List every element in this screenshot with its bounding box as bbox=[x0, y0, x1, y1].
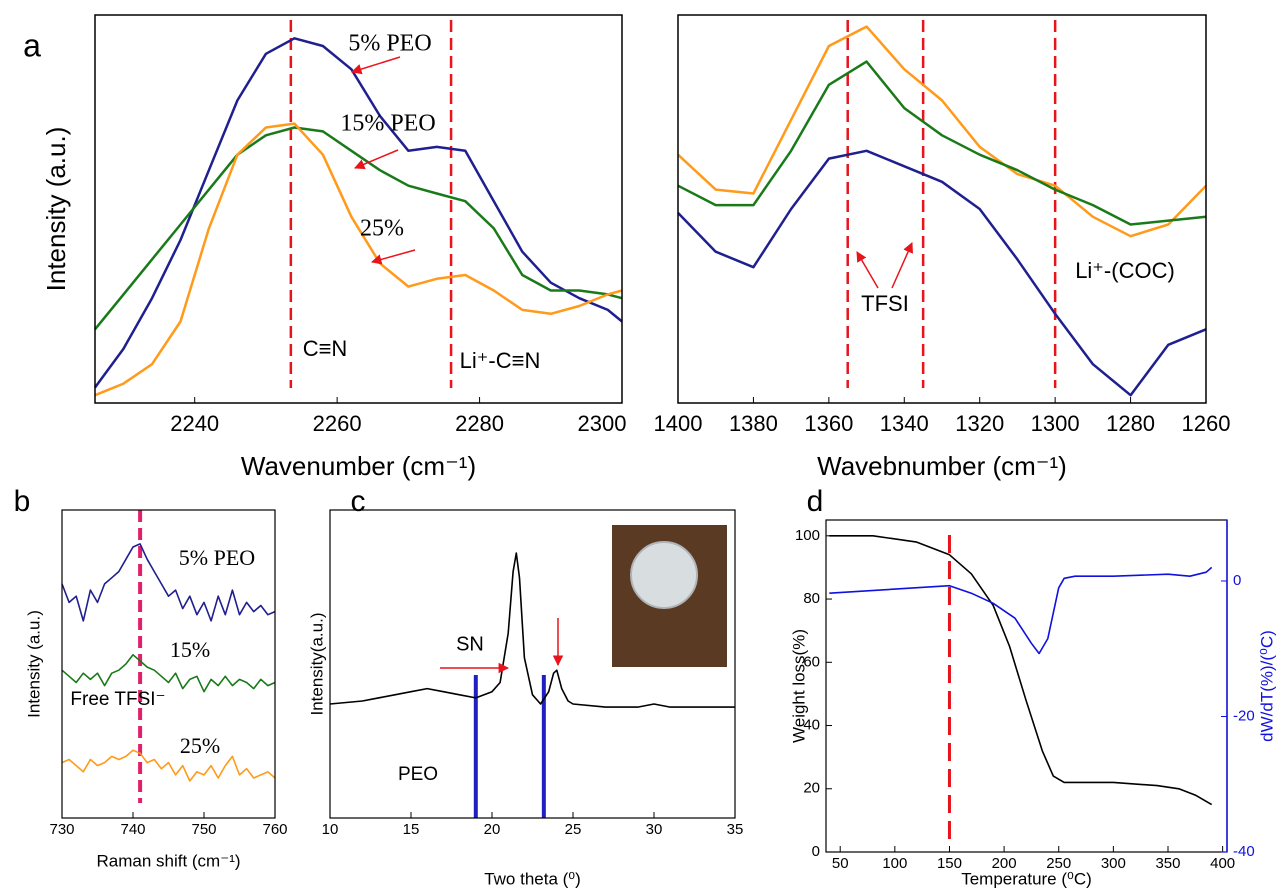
x-tick-label: 1260 bbox=[1182, 411, 1231, 436]
y2-tick-label: -20 bbox=[1233, 707, 1255, 724]
series-line bbox=[61, 749, 276, 782]
annotation-arrow bbox=[370, 249, 416, 265]
panel-label: b bbox=[14, 485, 31, 518]
x-tick-label: 15 bbox=[403, 821, 420, 838]
x-axis-label: Wavebnumber (cm⁻¹) bbox=[817, 451, 1067, 481]
x-axis-label: Wavenumber (cm⁻¹) bbox=[241, 451, 476, 481]
plot-frame bbox=[94, 14, 623, 404]
x-tick-label: 1300 bbox=[1031, 411, 1080, 436]
series-line bbox=[61, 543, 276, 622]
x-tick-label: 35 bbox=[727, 821, 744, 838]
plot-frame bbox=[61, 509, 276, 819]
y2-tick-label: -40 bbox=[1233, 843, 1255, 860]
x-tick-label: 100 bbox=[882, 855, 907, 872]
x-tick-label: 2300 bbox=[578, 411, 627, 436]
x-tick-label: 760 bbox=[262, 821, 287, 838]
y-tick-label: 0 bbox=[812, 843, 820, 860]
series-line bbox=[61, 653, 276, 693]
annotation: 25% bbox=[360, 216, 404, 242]
annotation: 15% bbox=[170, 637, 210, 662]
y2-tick-label: 0 bbox=[1233, 572, 1241, 589]
x-tick-label: 300 bbox=[1101, 855, 1126, 872]
series-line bbox=[677, 149, 1207, 397]
y-axis-label: Intensity(a.u.) bbox=[307, 613, 326, 716]
plot-frame bbox=[825, 519, 1228, 853]
annotation-arrow bbox=[350, 56, 401, 75]
series-line bbox=[829, 566, 1213, 655]
x-axis-label: Raman shift (cm⁻¹) bbox=[96, 851, 240, 870]
x-tick-label: 20 bbox=[484, 821, 501, 838]
series-line bbox=[677, 60, 1207, 226]
plot-frame bbox=[677, 14, 1207, 404]
x-tick-label: 2280 bbox=[455, 411, 504, 436]
panel-label: a bbox=[23, 27, 41, 63]
y-tick-label: 20 bbox=[803, 780, 820, 797]
x-tick-label: 1380 bbox=[729, 411, 778, 436]
series-line bbox=[329, 552, 735, 708]
y-tick-label: 100 bbox=[795, 527, 820, 544]
series-line bbox=[94, 122, 623, 397]
annotation: 5% PEO bbox=[179, 545, 255, 570]
x-tick-label: 730 bbox=[49, 821, 74, 838]
y-tick-label: 40 bbox=[803, 716, 820, 733]
x-tick-label: 1360 bbox=[804, 411, 853, 436]
x-tick-label: 750 bbox=[191, 821, 216, 838]
x-tick-label: 150 bbox=[937, 855, 962, 872]
annotation-arrow bbox=[856, 251, 879, 289]
annotation: 5% PEO bbox=[348, 31, 431, 57]
x-tick-label: 350 bbox=[1155, 855, 1180, 872]
x-axis-label: Temperature (⁰C) bbox=[961, 869, 1092, 888]
x-tick-label: 1280 bbox=[1106, 411, 1155, 436]
annotation: C≡N bbox=[303, 336, 348, 361]
x-tick-label: 2240 bbox=[170, 411, 219, 436]
x-tick-label: 1340 bbox=[880, 411, 929, 436]
x-tick-label: 200 bbox=[992, 855, 1017, 872]
x-tick-label: 30 bbox=[646, 821, 663, 838]
x-axis-label: Two theta (⁰) bbox=[484, 869, 581, 888]
annotation: Free TFSI⁻ bbox=[70, 689, 165, 710]
x-tick-label: 400 bbox=[1210, 855, 1235, 872]
annotation: Li⁺-C≡N bbox=[460, 348, 541, 373]
inset-disc bbox=[630, 541, 698, 609]
annotation-arrow bbox=[354, 149, 399, 170]
x-tick-label: 250 bbox=[1046, 855, 1071, 872]
y-tick-label: 60 bbox=[803, 653, 820, 670]
x-tick-label: 10 bbox=[322, 821, 339, 838]
series-line bbox=[829, 534, 1213, 806]
y-axis-label: Intensity (a.u.) bbox=[24, 610, 43, 718]
x-tick-label: 1320 bbox=[955, 411, 1004, 436]
series-line bbox=[677, 25, 1207, 238]
y-axis-label: Intensity (a.u.) bbox=[41, 127, 71, 292]
x-tick-label: 740 bbox=[120, 821, 145, 838]
y-tick-label: 80 bbox=[803, 590, 820, 607]
x-tick-label: 1400 bbox=[654, 411, 703, 436]
x-tick-label: 2260 bbox=[313, 411, 362, 436]
annotation-arrow bbox=[891, 242, 913, 289]
panel-label: d bbox=[807, 485, 824, 518]
y-axis-label: Weight loss(%) bbox=[789, 629, 808, 743]
x-tick-label: 50 bbox=[832, 855, 849, 872]
annotation: 15% PEO bbox=[340, 111, 435, 137]
x-tick-label: 25 bbox=[565, 821, 582, 838]
y2-axis-label: dW/dT(%)/(⁰C) bbox=[1257, 630, 1276, 742]
plot-frame bbox=[329, 509, 736, 819]
annotation: 25% bbox=[180, 733, 220, 758]
panel-label: c bbox=[351, 485, 366, 518]
annotation: SN bbox=[456, 633, 484, 655]
series-line bbox=[93, 37, 623, 389]
annotation: TFSI bbox=[861, 291, 909, 316]
annotation: PEO bbox=[398, 764, 438, 785]
annotation: Li⁺-(COC) bbox=[1075, 258, 1175, 283]
